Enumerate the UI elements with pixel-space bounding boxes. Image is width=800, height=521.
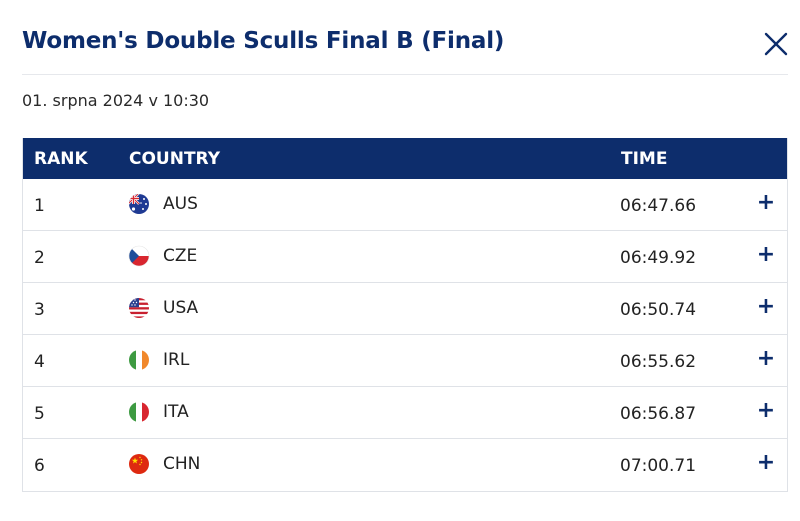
country-cell: USA bbox=[163, 298, 199, 318]
table-row: 2 CZE 06:49.92 + bbox=[23, 231, 787, 283]
time-cell: 06:49.92 bbox=[620, 248, 697, 268]
time-cell: 06:56.87 bbox=[620, 404, 697, 424]
title-divider bbox=[22, 74, 788, 75]
china-flag-icon bbox=[129, 454, 149, 474]
table-row: 3 USA bbox=[23, 283, 787, 335]
time-cell: 06:47.66 bbox=[620, 196, 697, 216]
header-time: TIME bbox=[621, 149, 668, 169]
country-cell: IRL bbox=[163, 350, 190, 370]
ireland-flag-icon bbox=[129, 350, 149, 370]
modal-title: Women's Double Sculls Final B (Final) bbox=[22, 28, 505, 54]
expand-plus-icon[interactable]: + bbox=[756, 398, 776, 423]
country-cell: ITA bbox=[163, 402, 189, 422]
country-cell: CZE bbox=[163, 246, 198, 266]
rank-cell: 1 bbox=[34, 196, 45, 216]
expand-plus-icon[interactable]: + bbox=[756, 190, 776, 215]
expand-plus-icon[interactable]: + bbox=[756, 242, 776, 267]
table-row: 4 IRL 06:55.62 + bbox=[23, 335, 787, 387]
expand-plus-icon[interactable]: + bbox=[756, 294, 776, 319]
table-row: 6 CHN 07:00.71 + bbox=[23, 439, 787, 491]
header-rank: RANK bbox=[34, 149, 88, 169]
event-date: 01. srpna 2024 v 10:30 bbox=[22, 91, 210, 110]
header-country: COUNTRY bbox=[129, 149, 221, 169]
country-cell: AUS bbox=[163, 194, 198, 214]
rank-cell: 2 bbox=[34, 248, 45, 268]
results-table: RANK COUNTRY TIME 1 bbox=[22, 138, 788, 492]
rank-cell: 4 bbox=[34, 352, 45, 372]
czech-flag-icon bbox=[128, 245, 150, 267]
table-header: RANK COUNTRY TIME bbox=[23, 138, 787, 179]
italy-flag-icon bbox=[129, 402, 149, 422]
close-icon[interactable] bbox=[760, 28, 792, 60]
expand-plus-icon[interactable]: + bbox=[756, 450, 776, 475]
table-row: 5 ITA 06:56.87 + bbox=[23, 387, 787, 439]
usa-flag-icon bbox=[129, 298, 149, 318]
rank-cell: 3 bbox=[34, 300, 45, 320]
rank-cell: 6 bbox=[34, 456, 45, 476]
time-cell: 06:50.74 bbox=[620, 300, 697, 320]
australia-flag-icon bbox=[129, 194, 149, 214]
country-cell: CHN bbox=[163, 454, 201, 474]
table-row: 1 bbox=[23, 179, 787, 231]
expand-plus-icon[interactable]: + bbox=[756, 346, 776, 371]
rank-cell: 5 bbox=[34, 404, 45, 424]
time-cell: 07:00.71 bbox=[620, 456, 697, 476]
time-cell: 06:55.62 bbox=[620, 352, 697, 372]
